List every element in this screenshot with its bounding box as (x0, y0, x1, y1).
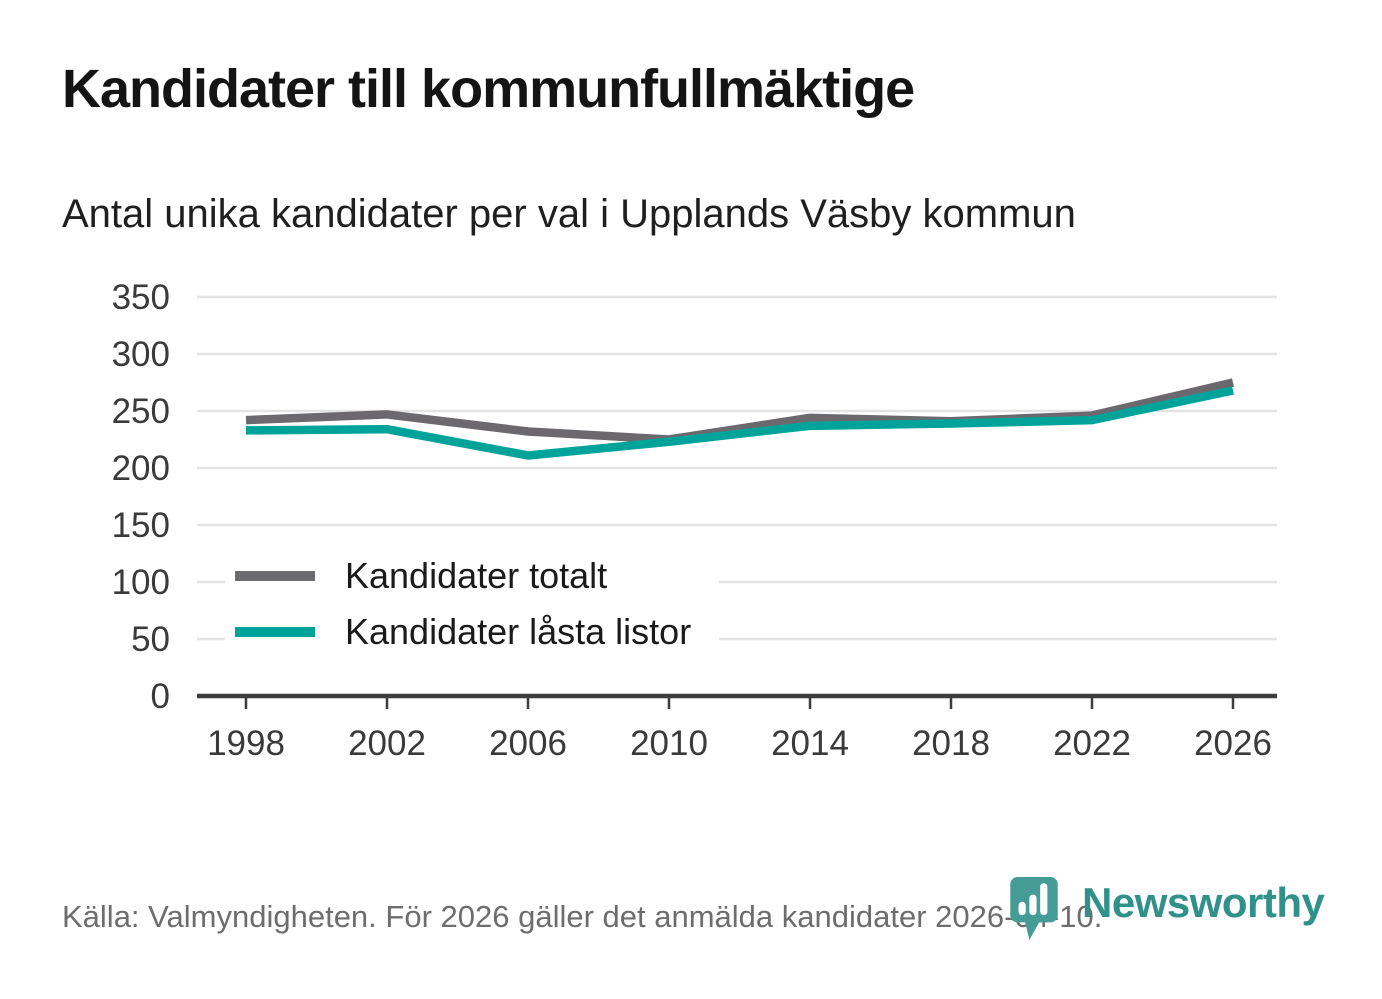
y-tick-label: 50 (131, 620, 170, 659)
chart-subtitle: Antal unika kandidater per val i Uppland… (62, 192, 1076, 236)
y-tick-label: 350 (112, 278, 170, 317)
bar-chart-pin-icon (1010, 877, 1058, 940)
x-tick-label: 2022 (1053, 724, 1131, 763)
legend-swatch-locked-icon (235, 627, 315, 637)
x-tick-label: 2002 (348, 724, 426, 763)
x-tick-label: 2006 (489, 724, 567, 763)
legend-swatch-total-icon (235, 571, 315, 581)
y-tick-label: 300 (112, 335, 170, 374)
chart-legend: Kandidater totalt Kandidater låsta listo… (225, 551, 720, 661)
legend-item-total: Kandidater totalt (235, 553, 691, 599)
page-title: Kandidater till kommunfullmäktige (62, 59, 915, 119)
newsworthy-logo: Newsworthy (1006, 872, 1336, 962)
legend-label-locked: Kandidater låsta listor (345, 611, 692, 652)
x-tick-label: 2014 (771, 724, 849, 763)
legend-label-total: Kandidater totalt (345, 555, 608, 596)
series-line-1 (245, 386, 1234, 460)
y-tick-label: 0 (151, 677, 170, 716)
x-tick-label: 1998 (207, 724, 285, 763)
y-tick-label: 250 (112, 392, 170, 431)
x-tick-label: 2026 (1194, 724, 1272, 763)
newsworthy-wordmark: Newsworthy (1082, 879, 1325, 926)
legend-item-locked: Kandidater låsta listor (235, 609, 691, 655)
x-tick-label: 2018 (912, 724, 990, 763)
y-tick-label: 200 (112, 449, 170, 488)
source-note: Källa: Valmyndigheten. För 2026 gäller d… (62, 899, 1103, 934)
y-tick-label: 150 (112, 506, 170, 545)
y-tick-label: 100 (112, 563, 170, 602)
x-tick-label: 2010 (630, 724, 708, 763)
